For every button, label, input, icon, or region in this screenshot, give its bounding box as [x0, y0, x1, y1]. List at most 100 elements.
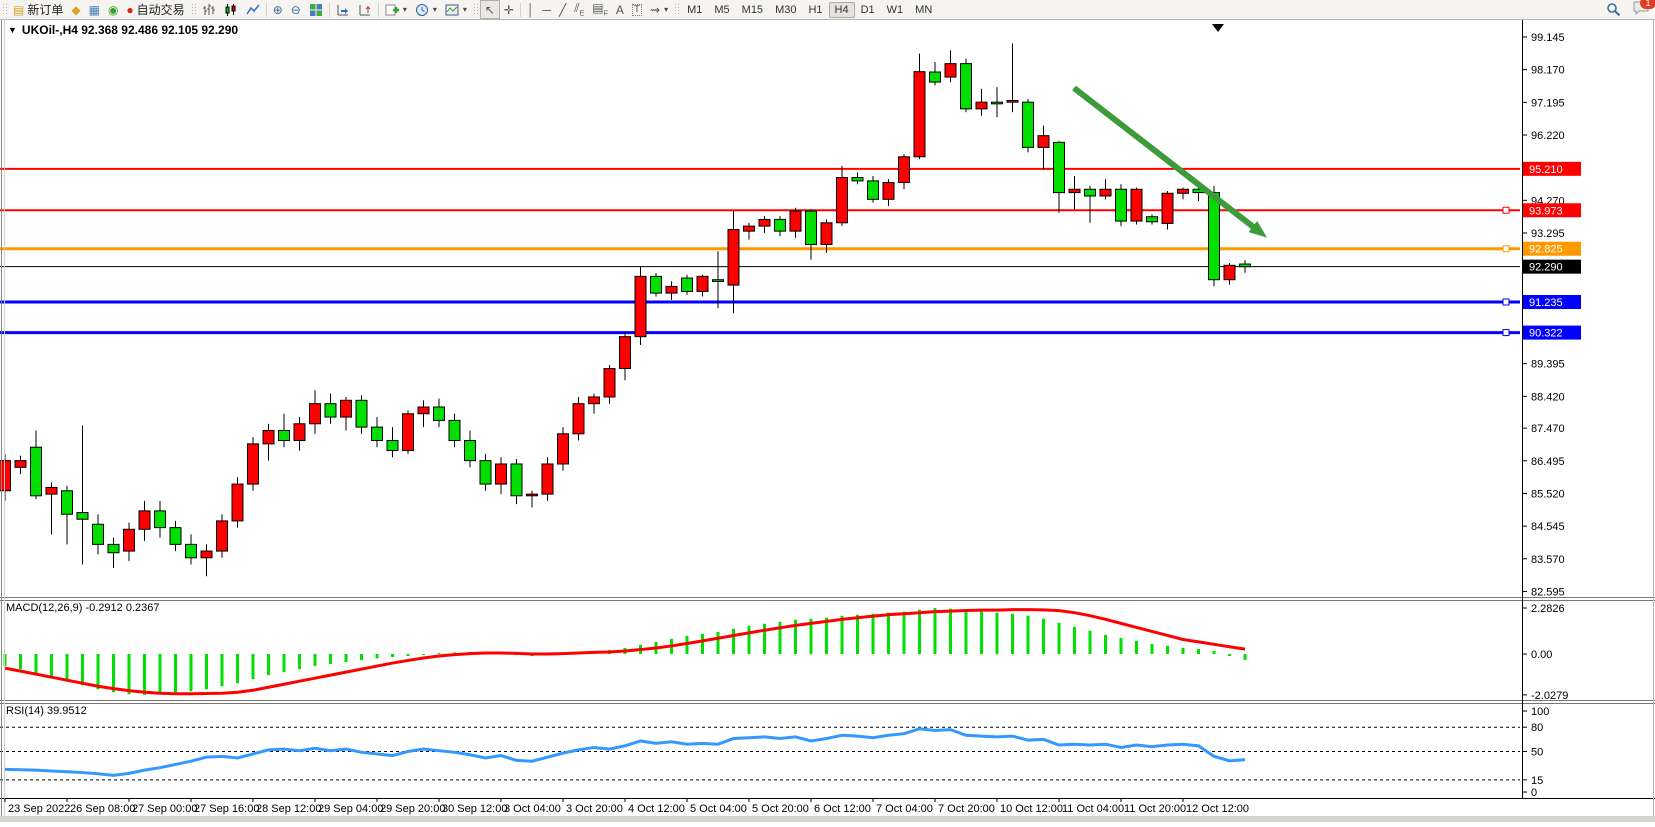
zoom-in-button[interactable]: ⊕: [269, 1, 287, 18]
horizontal-lines[interactable]: [0, 167, 1522, 337]
vertical-line-tool-button[interactable]: │: [523, 1, 539, 18]
auto-scroll-icon: [337, 4, 348, 15]
signals-icon: ◉: [107, 2, 119, 17]
time-tick-label: 29 Sep 04:00: [318, 803, 383, 815]
symbol-dropdown-icon[interactable]: ▼: [8, 25, 17, 35]
clock-icon: [415, 3, 428, 16]
candle-body: [402, 413, 414, 452]
candle-body: [30, 446, 42, 497]
equidistant-channel-icon: ⫽E: [574, 0, 585, 18]
market-watch-button[interactable]: ▦: [85, 1, 104, 18]
autotrade-button[interactable]: ● 自动交易: [122, 1, 188, 18]
candle-body: [867, 180, 879, 200]
timeframe-button-mn[interactable]: MN: [915, 3, 933, 16]
new-order-button[interactable]: ▤ 新订单: [9, 1, 67, 18]
price-tick-label: 86.495: [1531, 456, 1565, 468]
search-button[interactable]: [1602, 1, 1625, 18]
candle-body: [200, 550, 213, 559]
zoom-out-button[interactable]: ⊖: [287, 1, 305, 18]
timeframe-button-w1[interactable]: W1: [886, 3, 904, 16]
candle-body: [820, 222, 833, 246]
candle-body: [712, 279, 724, 282]
hline-anchor[interactable]: [1502, 298, 1510, 306]
arrows-tool-button[interactable]: ⇝ ▾: [646, 1, 672, 18]
dropdown-arrow-icon: ▾: [402, 5, 407, 14]
time-tick-label: 3 Oct 04:00: [504, 803, 561, 815]
hline-price-box: [1523, 161, 1581, 176]
price-tick-label: 84.545: [1531, 521, 1565, 533]
line-chart-button[interactable]: [242, 1, 264, 18]
timeframe-button-m5[interactable]: M5: [714, 3, 730, 16]
crosshair-tool-button[interactable]: ✛: [500, 1, 518, 18]
rsi-axis[interactable]: 100 80 50 150: [1522, 706, 1549, 799]
cursor-tool-button[interactable]: ↖: [479, 0, 500, 19]
timeframe-button-h1[interactable]: H1: [808, 3, 823, 16]
candle-body: [107, 543, 120, 554]
main-toolbar: ▤ 新订单 ◆ ▦ ◉ ● 自动交易 ⊕ ⊖ ▾ ▾ ▾ ↖ ✛ │: [0, 0, 1655, 20]
timeframe-button-m30[interactable]: M30: [775, 3, 797, 16]
timeframe-button-h4[interactable]: H4: [828, 1, 855, 18]
timeframe-button-m15[interactable]: M15: [741, 3, 764, 16]
period-button[interactable]: ▾: [411, 1, 441, 18]
chat-button[interactable]: 1: [1633, 0, 1655, 18]
price-axis[interactable]: 99.14598.17097.19596.22094.27093.29589.3…: [1522, 32, 1581, 598]
toolbar-separator: [265, 2, 267, 17]
candle-body: [45, 486, 58, 495]
add-indicator-button[interactable]: ▾: [381, 1, 411, 18]
candle-body: [355, 399, 368, 428]
candles[interactable]: [0, 43, 1251, 577]
fibonacci-tool-button[interactable]: ▤F: [588, 1, 612, 18]
toolbar-separator: [519, 2, 521, 17]
price-tick-label: 99.145: [1531, 32, 1565, 44]
candle-body: [417, 406, 430, 415]
time-tick-label: 3 Oct 20:00: [566, 803, 623, 815]
text-label-tool-button[interactable]: T: [628, 1, 646, 18]
candlestick-chart-button[interactable]: [220, 1, 242, 18]
timeframe-button-d1[interactable]: D1: [860, 3, 875, 16]
price-tick-label: 93.295: [1531, 228, 1565, 240]
text-tool-button[interactable]: A: [612, 1, 628, 18]
bar-chart-button[interactable]: [198, 1, 220, 18]
candle-body: [262, 429, 275, 445]
candle-body: [1115, 188, 1127, 222]
hline-anchor[interactable]: [1502, 245, 1510, 253]
candle-body: [898, 156, 910, 184]
signals-button[interactable]: ◉: [104, 1, 122, 18]
macd-tick-label: -2.0279: [1531, 690, 1568, 702]
horizontal-line-tool-button[interactable]: ─: [538, 1, 555, 18]
time-tick-label: 26 Sep 08:00: [70, 803, 135, 815]
equidistant-channel-tool-button[interactable]: ⫽E: [570, 1, 588, 18]
dropdown-arrow-icon: ▾: [462, 5, 467, 14]
candle-body: [944, 63, 957, 78]
hline-anchor[interactable]: [1502, 329, 1510, 337]
template-button[interactable]: ▾: [441, 1, 471, 18]
hline-anchor[interactable]: [1502, 206, 1510, 214]
rsi-tick-label: 100: [1531, 706, 1549, 718]
time-tick-label: 11 Oct 04:00: [1062, 803, 1124, 815]
trendline-tool-button[interactable]: ╱: [555, 1, 570, 18]
price-tick-label: 87.470: [1531, 423, 1565, 435]
candle-body: [991, 101, 1003, 105]
timeframe-button-m1[interactable]: M1: [687, 3, 703, 16]
profiles-button[interactable]: ◆: [67, 1, 84, 18]
time-tick-label: 23 Sep 2022: [8, 803, 70, 815]
tile-windows-button[interactable]: [305, 1, 327, 18]
macd-axis[interactable]: 2.2826 0.00 -2.0279: [1522, 603, 1568, 702]
candle-body: [371, 426, 383, 442]
market-watch-icon: ▦: [88, 2, 100, 17]
candle-body: [851, 177, 864, 182]
candle-body: [293, 423, 306, 442]
auto-scroll-button[interactable]: [332, 1, 354, 18]
candle-body: [231, 483, 244, 522]
trend-arrow[interactable]: [1072, 85, 1268, 238]
vertical-line-icon: │: [526, 2, 535, 17]
trendline-icon: ╱: [559, 2, 567, 17]
hline-price-label: 95.210: [1529, 164, 1563, 176]
chart-shift-marker[interactable]: [1212, 24, 1224, 32]
candle-body: [975, 101, 988, 110]
chart-shift-button[interactable]: [354, 1, 376, 18]
hline-price-box: [1523, 325, 1581, 340]
